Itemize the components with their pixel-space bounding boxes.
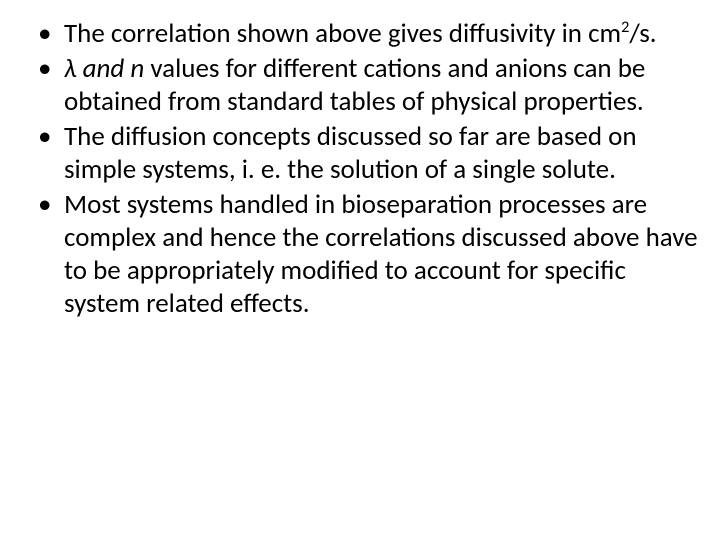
bullet-text: Most systems handled in bioseparation pr…	[64, 188, 698, 320]
bullet-text-italic: λ and n	[64, 52, 144, 85]
bullet-text-rest: values for different cations and anions …	[64, 52, 645, 118]
list-item: λ and n values for different cations and…	[30, 53, 700, 119]
slide: The correlation shown above gives diffus…	[0, 0, 720, 540]
list-item: The correlation shown above gives diffus…	[30, 18, 700, 51]
bullet-text-post: /s.	[629, 17, 656, 50]
list-item: Most systems handled in bioseparation pr…	[30, 189, 700, 321]
list-item: The diffusion concepts discussed so far …	[30, 121, 700, 187]
bullet-text: The diffusion concepts discussed so far …	[64, 120, 637, 186]
bullet-text-pre: The correlation shown above gives diffus…	[64, 17, 621, 50]
bullet-list: The correlation shown above gives diffus…	[30, 18, 700, 320]
